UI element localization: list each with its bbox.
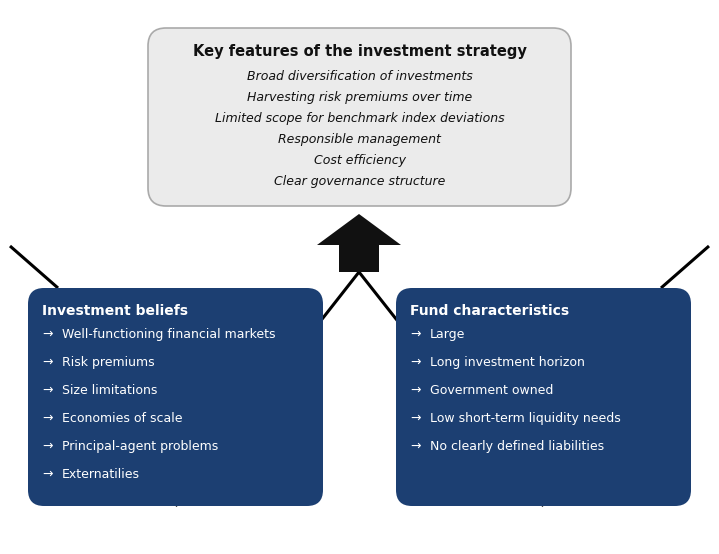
Text: Harvesting risk premiums over time: Harvesting risk premiums over time (247, 91, 472, 104)
Text: Fund characteristics: Fund characteristics (410, 304, 569, 318)
Text: Risk premiums: Risk premiums (62, 356, 155, 369)
Text: Long investment horizon: Long investment horizon (430, 356, 585, 369)
Text: Economies of scale: Economies of scale (62, 412, 183, 425)
Polygon shape (317, 214, 401, 272)
Text: Limited scope for benchmark index deviations: Limited scope for benchmark index deviat… (215, 112, 504, 125)
Text: Externatilies: Externatilies (62, 468, 140, 481)
Text: Low short-term liquidity needs: Low short-term liquidity needs (430, 412, 620, 425)
Text: →: → (42, 468, 52, 481)
Text: →: → (42, 440, 52, 453)
Text: →: → (42, 356, 52, 369)
Text: Government owned: Government owned (430, 384, 554, 397)
Text: →: → (42, 412, 52, 425)
Text: →: → (410, 440, 421, 453)
Text: Key features of the investment strategy: Key features of the investment strategy (193, 44, 526, 59)
Text: →: → (410, 384, 421, 397)
Text: Clear governance structure: Clear governance structure (274, 175, 445, 188)
Text: →: → (42, 384, 52, 397)
FancyBboxPatch shape (148, 28, 571, 206)
Text: Well-functioning financial markets: Well-functioning financial markets (62, 328, 275, 341)
Text: →: → (42, 328, 52, 341)
Text: Investment beliefs: Investment beliefs (42, 304, 188, 318)
Text: No clearly defined liabilities: No clearly defined liabilities (430, 440, 604, 453)
Text: Broad diversification of investments: Broad diversification of investments (247, 70, 472, 83)
FancyBboxPatch shape (28, 288, 323, 506)
FancyBboxPatch shape (396, 288, 691, 506)
Text: Large: Large (430, 328, 465, 341)
Text: →: → (410, 328, 421, 341)
Text: →: → (410, 356, 421, 369)
Text: Principal-agent problems: Principal-agent problems (62, 440, 219, 453)
Text: →: → (410, 412, 421, 425)
Text: Responsible management: Responsible management (278, 133, 441, 146)
Text: Size limitations: Size limitations (62, 384, 157, 397)
Text: Cost efficiency: Cost efficiency (313, 154, 406, 167)
